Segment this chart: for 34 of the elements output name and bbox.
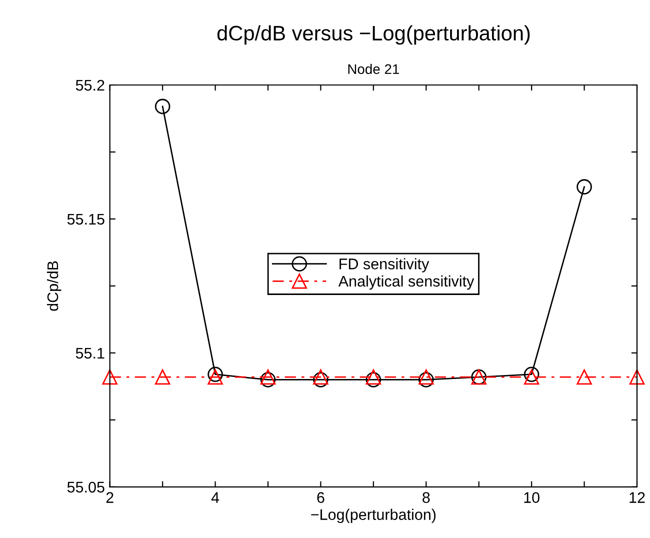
legend-label: Analytical sensitivity — [338, 275, 474, 290]
x-axis-title: −Log(perturbation) — [311, 508, 436, 524]
y-tick-label: 55.15 — [67, 214, 104, 225]
chart-title: dCp/dB versus −Log(perturbation) — [217, 25, 530, 45]
legend-label: FD sensitivity — [340, 258, 430, 272]
x-tick-label: 10 — [524, 492, 540, 503]
point — [260, 372, 276, 388]
point — [576, 369, 592, 385]
chart-subtitle: Node 21 — [348, 64, 400, 74]
point — [524, 369, 540, 385]
y-axis-title: dCp/dB — [46, 261, 62, 311]
x-tick-label: 8 — [422, 492, 430, 503]
point — [418, 369, 434, 385]
y-tick-label: 55.2 — [76, 80, 104, 91]
point — [313, 372, 328, 388]
point — [418, 372, 434, 388]
point — [154, 369, 170, 385]
point — [629, 369, 645, 385]
point — [366, 369, 382, 385]
x-tick-label: 12 — [630, 492, 645, 503]
point — [260, 369, 276, 385]
y-tick-label: 55.1 — [76, 348, 104, 359]
point — [154, 98, 170, 114]
x-tick-label: 2 — [106, 492, 114, 503]
point — [366, 372, 382, 388]
point — [208, 369, 223, 385]
x-tick-label: 6 — [317, 492, 324, 503]
point — [208, 366, 223, 382]
point — [524, 366, 540, 382]
point — [102, 369, 118, 385]
x-tick-label: 4 — [211, 492, 220, 503]
y-tick-label: 55.05 — [67, 482, 104, 493]
point — [576, 179, 592, 194]
point — [313, 369, 328, 385]
